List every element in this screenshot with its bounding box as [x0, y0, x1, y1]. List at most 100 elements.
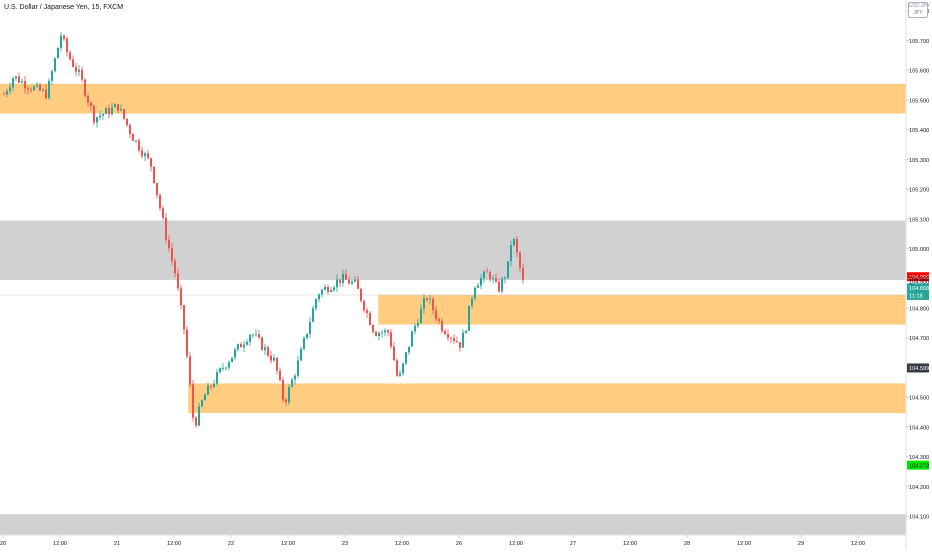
candle: [3, 91, 5, 96]
candle: [339, 279, 341, 288]
candle-body: [165, 217, 167, 240]
price-label-bg: [907, 460, 929, 470]
candle-body: [240, 344, 242, 348]
candle-body: [387, 330, 389, 333]
candle: [369, 311, 371, 326]
candle: [48, 78, 50, 100]
candle: [165, 212, 167, 244]
candle: [162, 205, 164, 220]
candle-body: [303, 337, 305, 349]
candle: [282, 376, 284, 403]
candle: [90, 101, 92, 112]
candle: [453, 334, 455, 345]
candle: [204, 393, 206, 401]
candle: [156, 182, 158, 199]
price-tick-label: 104.700: [909, 336, 929, 342]
candle-body: [225, 367, 227, 369]
candle: [330, 286, 332, 293]
candle-body: [159, 195, 161, 209]
candle-body: [261, 337, 263, 351]
candle-body: [39, 84, 41, 91]
candle-body: [381, 332, 383, 334]
candle: [492, 275, 494, 284]
time-tick-label: 12:00: [281, 541, 295, 547]
candle: [168, 235, 170, 252]
zone-orange-3: [188, 383, 906, 414]
candle: [234, 347, 236, 361]
candle-body: [42, 89, 44, 91]
candle-body: [426, 298, 428, 300]
candle-body: [477, 285, 479, 288]
candle-body: [363, 300, 365, 311]
candles-layer: [3, 32, 524, 429]
candle: [147, 149, 149, 160]
candle: [144, 151, 146, 162]
candle-body: [309, 321, 311, 334]
candle-body: [81, 69, 83, 80]
candle-body: [324, 286, 326, 290]
time-tick-label: 27: [570, 541, 576, 547]
candle-body: [360, 288, 362, 301]
candle-body: [63, 35, 65, 39]
candle: [183, 304, 185, 335]
candle-body: [297, 360, 299, 376]
candle: [180, 284, 182, 310]
price-label-dark: 104.599: [909, 366, 929, 372]
candle: [72, 55, 74, 68]
candle: [426, 296, 428, 302]
candle-body: [15, 76, 17, 79]
candle-body: [471, 298, 473, 306]
candle-body: [264, 347, 266, 351]
candle: [240, 342, 242, 348]
candle-body: [330, 290, 332, 292]
candle-body: [507, 261, 509, 278]
candle-body: [432, 298, 434, 311]
candle-body: [168, 239, 170, 249]
candle: [300, 346, 302, 361]
candle: [63, 33, 65, 42]
price-tick-label: 105.000: [909, 247, 929, 253]
candle-body: [180, 288, 182, 305]
candle-body: [357, 279, 359, 289]
time-tick-label: 20: [0, 541, 6, 547]
candle-body: [459, 342, 461, 348]
candle: [507, 261, 509, 280]
time-tick-label: 12:00: [737, 541, 751, 547]
candle-body: [198, 406, 200, 426]
price-tick-label: 104.200: [909, 485, 929, 491]
candle: [138, 137, 140, 153]
candle: [210, 384, 212, 391]
candle-body: [78, 69, 80, 72]
price-tick-label: 104.900: [909, 277, 929, 283]
candle-body: [60, 35, 62, 48]
candle-body: [453, 338, 455, 341]
candle-body: [201, 400, 203, 407]
candle: [195, 415, 197, 429]
candle: [189, 352, 191, 388]
candle: [51, 69, 53, 85]
candle: [333, 285, 335, 293]
candle: [285, 397, 287, 407]
candle: [81, 66, 83, 83]
currency-button[interactable]: USD.JPY JPY: [908, 2, 930, 18]
candle: [105, 106, 107, 115]
candle: [447, 328, 449, 342]
candle-body: [336, 279, 338, 288]
price-tick-label: 104.100: [909, 514, 929, 520]
candle-body: [252, 334, 254, 336]
time-tick-label: 23: [342, 541, 348, 547]
candle: [501, 276, 503, 294]
candle: [510, 240, 512, 267]
candle-body: [75, 66, 77, 72]
candle: [60, 32, 62, 52]
candle-body: [27, 88, 29, 90]
candle: [486, 267, 488, 273]
candle-body: [273, 357, 275, 361]
candle: [12, 76, 14, 92]
candle: [270, 350, 272, 364]
candle: [66, 36, 68, 57]
candle-body: [147, 153, 149, 159]
candle: [474, 286, 476, 302]
